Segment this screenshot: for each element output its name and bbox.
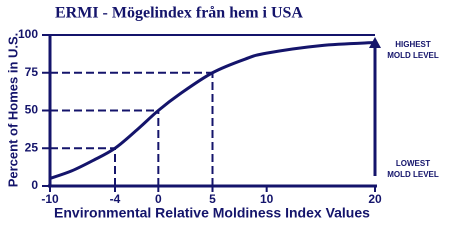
y-tick-label: 0 — [31, 178, 38, 192]
chart-title: ERMI - Mögelindex från hem i USA — [55, 5, 303, 22]
y-tick-label: 25 — [25, 140, 39, 154]
annotation: MOLD LEVEL — [387, 170, 439, 179]
annotation: LOWEST — [396, 159, 430, 168]
y-axis-label: Percent of Homes in U.S. — [5, 33, 20, 188]
arrow-head — [369, 37, 381, 48]
x-tick-label: 10 — [260, 192, 274, 206]
x-tick-label: 20 — [368, 192, 382, 206]
y-tick-label: 75 — [25, 65, 39, 79]
line — [49, 41, 376, 180]
y-tick-label: 50 — [25, 103, 39, 117]
x-axis-label: Environmental Relative Moldiness Index V… — [54, 205, 370, 221]
annotation: HIGHEST — [395, 40, 431, 49]
x-tick-label: 0 — [155, 192, 162, 206]
annotation: MOLD LEVEL — [387, 51, 439, 60]
x-tick-label: 5 — [209, 192, 216, 206]
chart: ERMI - Mögelindex från hem i USA Environ… — [5, 5, 439, 221]
x-tick-label: -10 — [41, 192, 59, 206]
y-tick-label: 100 — [18, 27, 38, 41]
x-tick-label: -4 — [110, 192, 121, 206]
